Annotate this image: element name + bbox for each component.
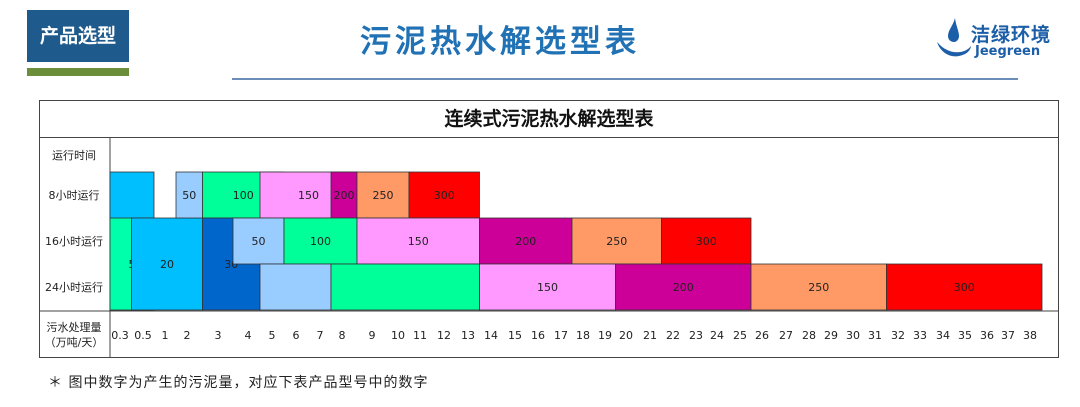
chart-bar-segment bbox=[356, 171, 410, 219]
row-label: 16小时运行 bbox=[45, 235, 103, 248]
chart-bar-segment bbox=[356, 217, 480, 265]
chart-bar-segment bbox=[283, 217, 358, 265]
row-label: 8小时运行 bbox=[49, 189, 100, 202]
x-tick-label: 38 bbox=[1023, 329, 1037, 342]
bar-value-label: 100 bbox=[233, 189, 254, 202]
chart-bar-segment bbox=[886, 263, 1043, 311]
x-tick-label: 32 bbox=[891, 329, 905, 342]
chart-bar-segment bbox=[259, 263, 332, 311]
bar-value-label: 50 bbox=[252, 235, 266, 248]
bar-value-label: 100 bbox=[310, 235, 331, 248]
x-tick-label: 9 bbox=[369, 329, 376, 342]
chart-title: 连续式污泥热水解选型表 bbox=[40, 101, 1058, 138]
x-tick-label: 14 bbox=[484, 329, 498, 342]
x-tick-label: 10 bbox=[391, 329, 405, 342]
x-tick-label: 28 bbox=[802, 329, 816, 342]
x-tick-label: 1 bbox=[162, 329, 169, 342]
bar-value-label: 50 bbox=[182, 189, 196, 202]
x-tick-label: 11 bbox=[413, 329, 427, 342]
bar-value-label: 250 bbox=[373, 189, 394, 202]
bar-value-label: 150 bbox=[298, 189, 319, 202]
x-axis-title: （万吨/天） bbox=[45, 336, 104, 349]
x-axis-title: 污水处理量 bbox=[47, 321, 102, 334]
bar-value-label: 300 bbox=[954, 281, 975, 294]
x-tick-label: 22 bbox=[666, 329, 680, 342]
x-tick-label: 33 bbox=[913, 329, 927, 342]
chart-bar-segment bbox=[615, 263, 752, 311]
x-tick-label: 20 bbox=[619, 329, 633, 342]
row-label: 24小时运行 bbox=[45, 281, 103, 294]
bar-value-label: 150 bbox=[408, 235, 429, 248]
x-tick-label: 31 bbox=[868, 329, 882, 342]
x-tick-label: 4 bbox=[245, 329, 252, 342]
x-tick-label: 17 bbox=[554, 329, 568, 342]
company-logo: 洁绿环境 Jeegreen bbox=[935, 14, 1055, 64]
logo-chinese-name: 洁绿环境 bbox=[971, 24, 1052, 46]
x-tick-label: 5 bbox=[269, 329, 276, 342]
x-tick-label: 7 bbox=[317, 329, 324, 342]
chart-bar-segment bbox=[479, 217, 573, 265]
selection-chart: 连续式污泥热水解选型表 运行时间8小时运行16小时运行24小时运行5205010… bbox=[39, 100, 1059, 358]
chart-bar-segment bbox=[330, 171, 358, 219]
bar-value-label: 200 bbox=[673, 281, 694, 294]
footnote: ＊ 图中数字为产生的污泥量，对应下表产品型号中的数字 bbox=[48, 375, 429, 391]
x-tick-label: 18 bbox=[576, 329, 590, 342]
x-tick-label: 27 bbox=[779, 329, 793, 342]
section-badge: 产品选型 bbox=[27, 10, 129, 62]
x-tick-label: 19 bbox=[598, 329, 612, 342]
chart-bar-segment bbox=[175, 171, 203, 219]
chart-svg: 运行时间8小时运行16小时运行24小时运行5205010015020025030… bbox=[40, 137, 1058, 357]
chart-bar-segment bbox=[330, 263, 480, 311]
x-tick-label: 15 bbox=[508, 329, 522, 342]
water-drop-logo-icon bbox=[937, 18, 971, 57]
x-tick-label: 0.3 bbox=[111, 329, 129, 342]
chart-bar-segment bbox=[571, 217, 662, 265]
title-divider bbox=[232, 78, 1018, 80]
x-tick-label: 0.5 bbox=[134, 329, 152, 342]
x-tick-label: 16 bbox=[531, 329, 545, 342]
x-tick-label: 6 bbox=[293, 329, 300, 342]
x-tick-label: 34 bbox=[936, 329, 950, 342]
x-tick-label: 29 bbox=[824, 329, 838, 342]
row-header-label: 运行时间 bbox=[52, 149, 96, 162]
bar-value-label: 250 bbox=[808, 281, 829, 294]
x-tick-label: 12 bbox=[437, 329, 451, 342]
x-tick-label: 2 bbox=[184, 329, 191, 342]
x-tick-label: 37 bbox=[1001, 329, 1015, 342]
bar-value-label: 250 bbox=[606, 235, 627, 248]
x-tick-label: 26 bbox=[755, 329, 769, 342]
badge-underline bbox=[27, 68, 129, 76]
x-tick-label: 36 bbox=[980, 329, 994, 342]
chart-bar-segment bbox=[750, 263, 887, 311]
x-tick-label: 23 bbox=[689, 329, 703, 342]
chart-bar-segment bbox=[232, 217, 285, 265]
chart-bar-segment bbox=[131, 217, 203, 311]
bar-value-label: 300 bbox=[434, 189, 455, 202]
x-tick-label: 35 bbox=[958, 329, 972, 342]
x-tick-label: 3 bbox=[215, 329, 222, 342]
bar-value-label: 20 bbox=[160, 258, 174, 271]
page-title: 污泥热水解选型表 bbox=[360, 24, 640, 60]
logo-english-name: Jeegreen bbox=[975, 44, 1041, 59]
x-tick-label: 30 bbox=[846, 329, 860, 342]
bar-value-label: 150 bbox=[537, 281, 558, 294]
chart-bar-segment bbox=[661, 217, 752, 265]
x-tick-label: 13 bbox=[461, 329, 475, 342]
x-tick-label: 21 bbox=[643, 329, 657, 342]
bar-value-label: 300 bbox=[696, 235, 717, 248]
x-tick-label: 8 bbox=[339, 329, 346, 342]
x-tick-label: 24 bbox=[710, 329, 724, 342]
x-tick-label: 25 bbox=[733, 329, 747, 342]
bar-value-label: 200 bbox=[334, 189, 355, 202]
chart-bar-segment bbox=[408, 171, 480, 219]
bar-value-label: 200 bbox=[515, 235, 536, 248]
